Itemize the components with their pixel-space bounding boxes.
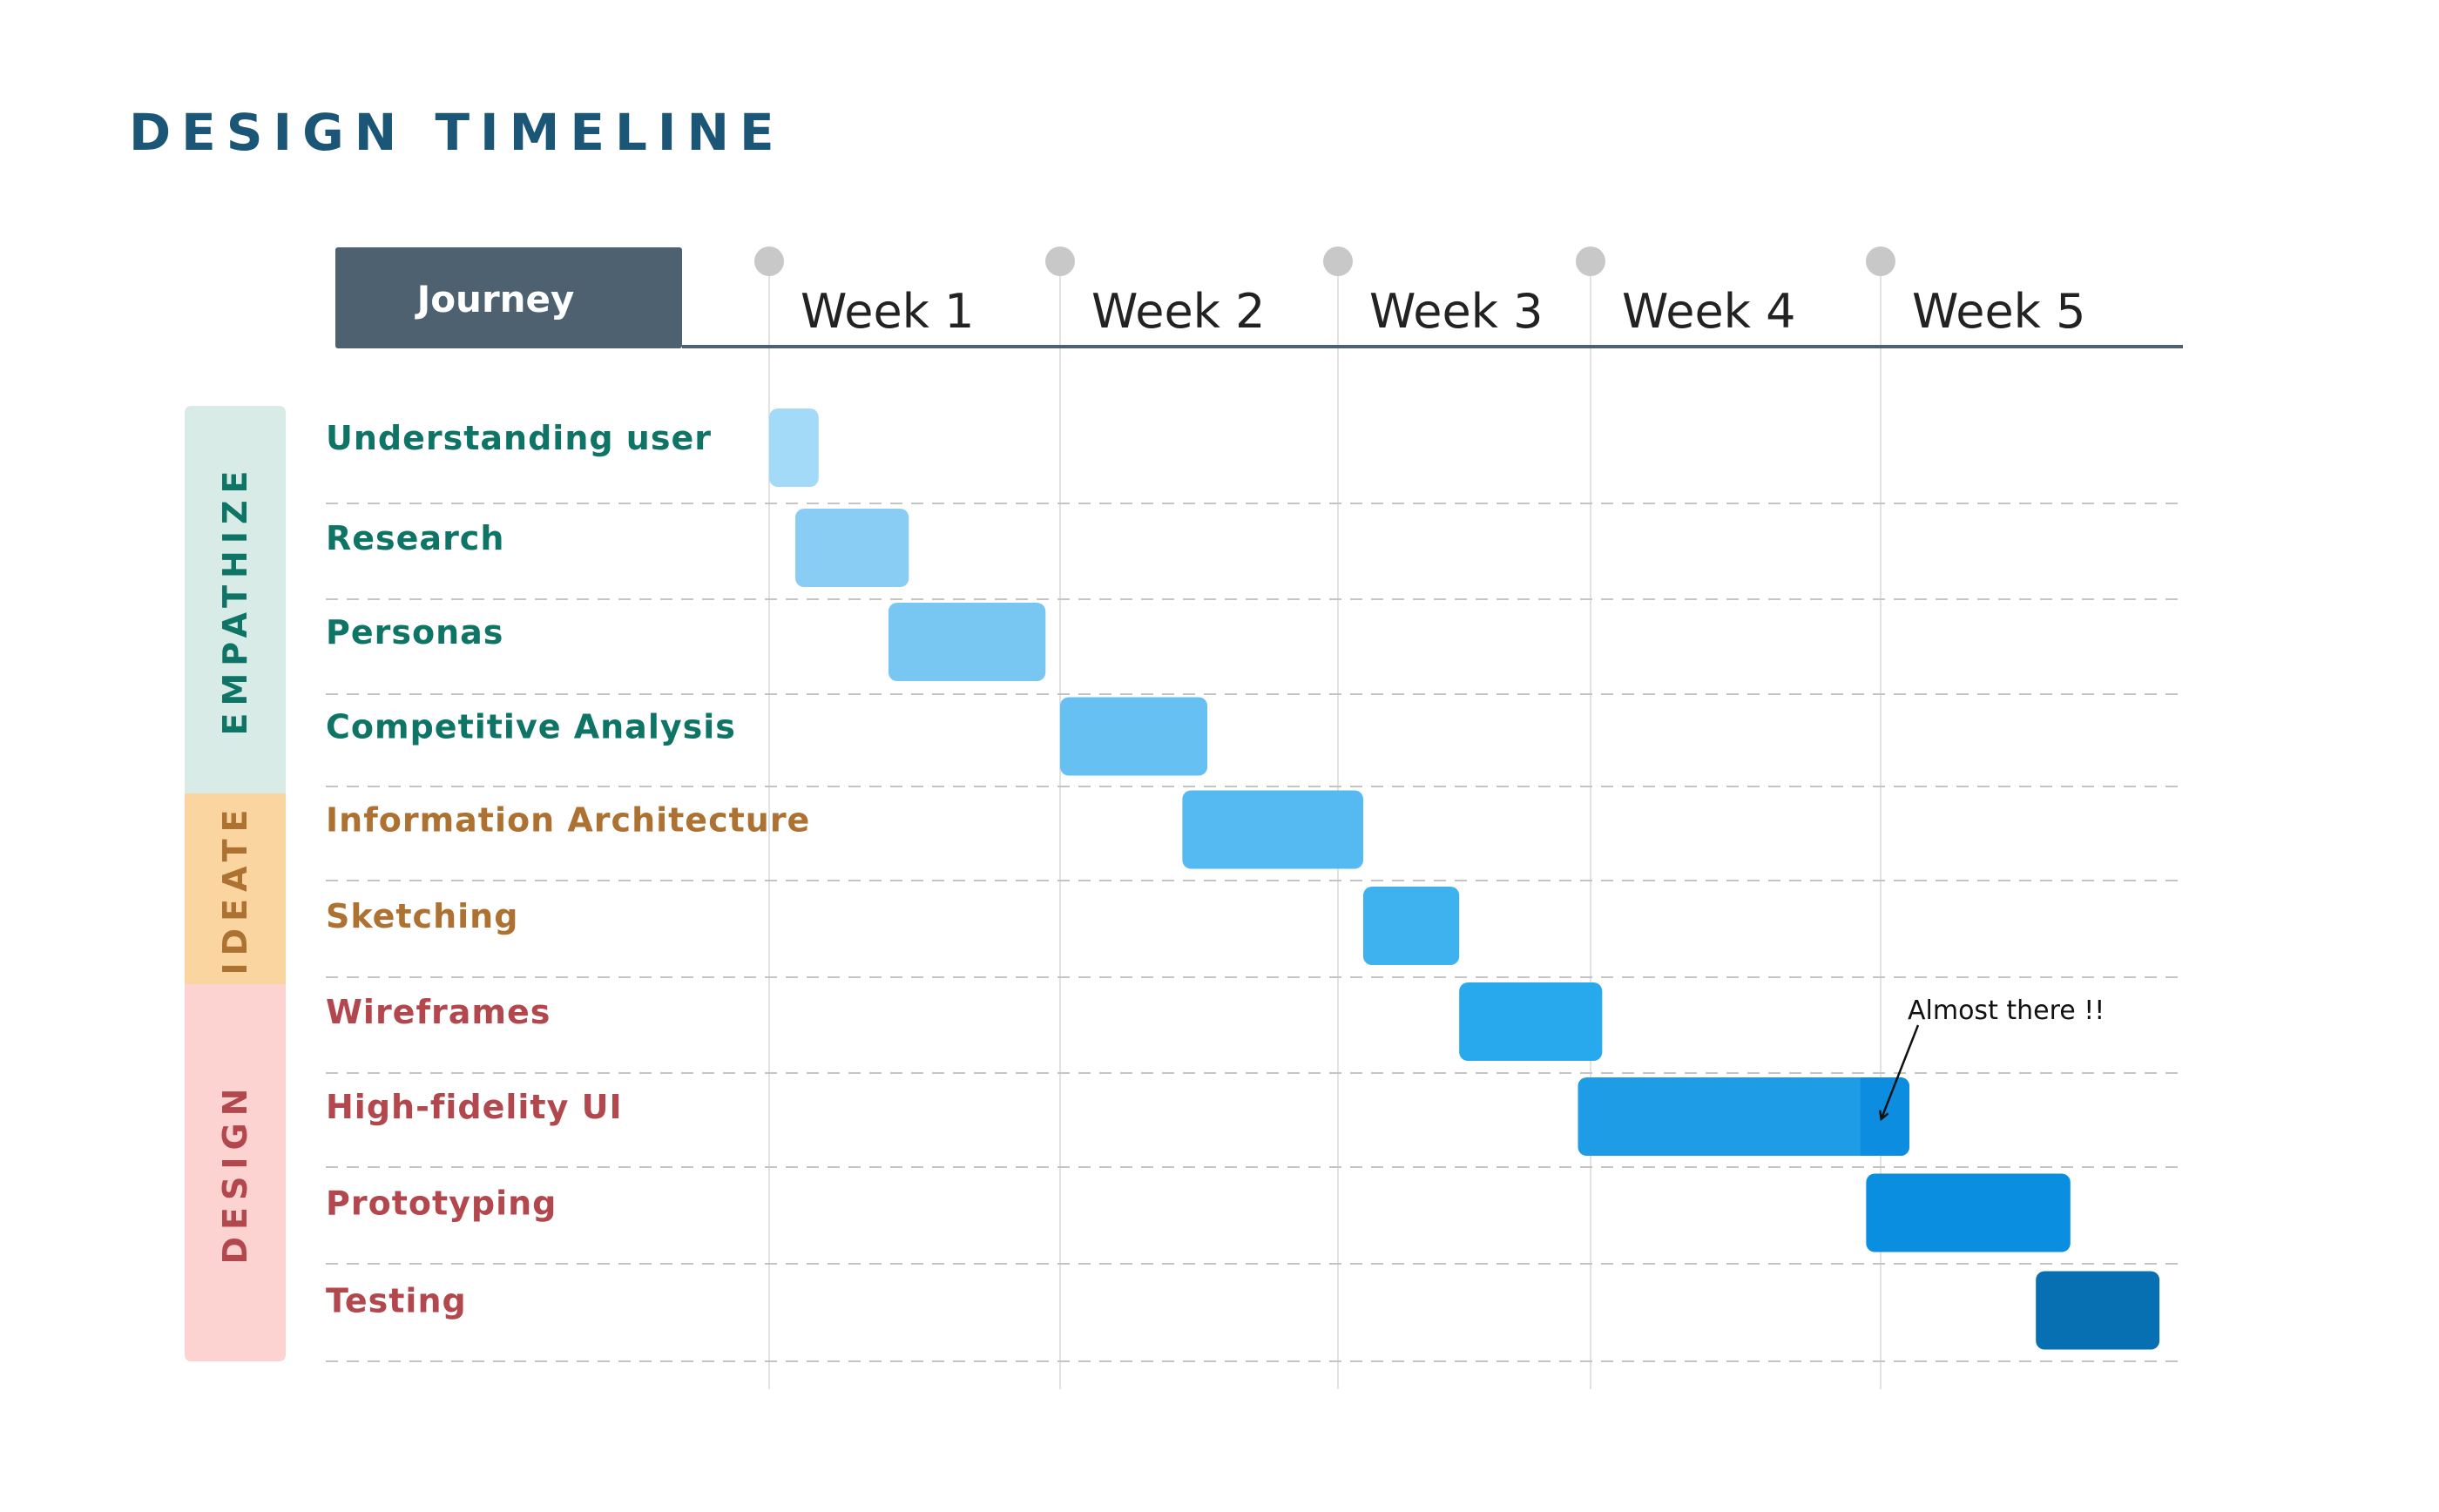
task-bar-high-fidelity-ui	[1578, 1077, 1909, 1156]
week-marker-dot	[1045, 246, 1075, 276]
task-bar-fill	[769, 408, 819, 487]
task-label-understanding-user: Understanding user	[326, 419, 712, 457]
phase-label-empathize: EMPATHIZE	[216, 464, 254, 736]
phase-bands: EMPATHIZE IDEATE DESIGN	[185, 406, 286, 1361]
task-bar-fill	[1866, 1173, 2071, 1252]
phase-empathize: EMPATHIZE	[185, 406, 286, 793]
week-headers: Week 1 Week 2 Week 3 Week 4 Week 5	[754, 246, 2085, 339]
week-label-1: Week 1	[801, 284, 974, 339]
task-bar-fill	[1578, 1077, 1909, 1156]
task-bar-fill	[1182, 790, 1363, 869]
journey-header-label: Journey	[415, 278, 575, 321]
week-marker-dot	[1576, 246, 1605, 276]
grid-lines	[326, 261, 2183, 1389]
task-label-wireframes: Wireframes	[326, 993, 551, 1031]
task-bar-competitive-analysis	[1060, 697, 1208, 776]
task-bar-understanding-user	[769, 408, 819, 487]
task-bar-fill	[1363, 887, 1460, 965]
task-bar-fill	[795, 509, 909, 587]
week-marker-dot	[754, 246, 784, 276]
phase-ideate: IDEATE	[185, 793, 286, 984]
task-label-high-fidelity-ui: High-fidelity UI	[326, 1088, 623, 1126]
task-bar-fill	[2036, 1271, 2160, 1350]
task-bar-prototyping	[1866, 1173, 2071, 1252]
week-label-2: Week 2	[1091, 284, 1265, 339]
phase-band-empathize	[185, 406, 286, 793]
phase-design: DESIGN	[185, 984, 286, 1361]
page-title: DESIGN TIMELINE	[129, 103, 785, 162]
task-bar-personas	[888, 603, 1046, 681]
task-bar-overlap	[1860, 1077, 1909, 1156]
task-bar-sketching	[1363, 887, 1460, 965]
task-bar-research	[795, 509, 909, 587]
phase-band-ideate	[185, 793, 286, 984]
task-bar-fill	[888, 603, 1046, 681]
phase-band-design	[185, 984, 286, 1361]
journey-header-box	[335, 247, 682, 348]
task-label-information-architecture: Information Architecture	[326, 801, 810, 840]
task-bars	[769, 408, 2160, 1350]
week-label-4: Week 4	[1622, 284, 1795, 339]
task-bar-fill	[1459, 982, 1603, 1061]
annotation-text: Almost there !!	[1908, 996, 2105, 1026]
week-label-3: Week 3	[1369, 284, 1543, 339]
task-label-personas: Personas	[326, 613, 503, 651]
task-label-sketching: Sketching	[326, 897, 518, 935]
task-labels: Understanding user Research Personas Compet…	[326, 419, 810, 1320]
phase-label-ideate: IDEATE	[216, 803, 254, 975]
task-bar-fill	[1060, 697, 1208, 776]
task-label-testing: Testing	[326, 1282, 467, 1320]
task-label-competitive-analysis: Competitive Analysis	[326, 708, 736, 746]
annotation-arrow-icon	[1882, 1024, 1920, 1118]
task-label-prototyping: Prototyping	[326, 1185, 557, 1223]
phase-label-design: DESIGN	[216, 1081, 254, 1264]
task-label-research: Research	[326, 519, 504, 557]
week-label-5: Week 5	[1912, 284, 2085, 339]
journey-header: Journey	[335, 247, 682, 348]
almost-there-annotation: Almost there !!	[1882, 996, 2105, 1118]
week-marker-dot	[1323, 246, 1353, 276]
task-bar-testing	[2036, 1271, 2160, 1350]
week-marker-dot	[1866, 246, 1895, 276]
task-bar-information-architecture	[1182, 790, 1363, 869]
task-bar-wireframes	[1459, 982, 1603, 1061]
